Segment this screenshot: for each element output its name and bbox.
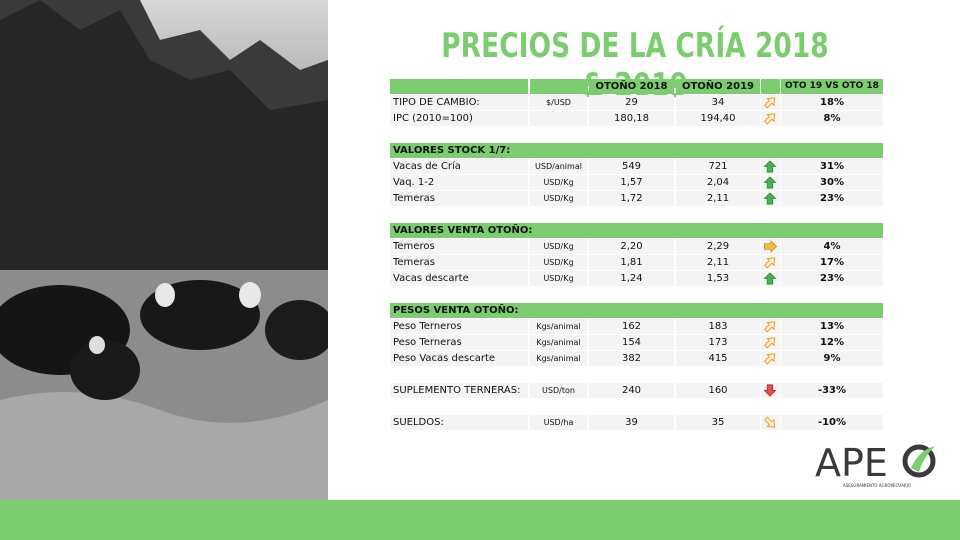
value-2019: 183 bbox=[676, 319, 760, 334]
section-title: PESOS VENTA OTOÑO: bbox=[390, 303, 883, 318]
header-cell bbox=[530, 79, 587, 94]
row-label: Vaq. 1-2 bbox=[390, 175, 528, 190]
change: 13% bbox=[781, 319, 883, 334]
row-label: SUELDOS: bbox=[390, 415, 528, 430]
value-2019: 721 bbox=[676, 159, 760, 174]
column-header: OTOÑO 2018 bbox=[589, 79, 674, 94]
unit: USD/ton bbox=[530, 383, 587, 398]
logo: APE ASESORAMIENTO AGROPECUARIO bbox=[815, 441, 936, 488]
value-2018: 154 bbox=[589, 335, 674, 350]
value-2019: 2,11 bbox=[676, 255, 760, 270]
trend-icon bbox=[761, 95, 780, 110]
change: 31% bbox=[781, 159, 883, 174]
logo-name: APE bbox=[815, 441, 888, 485]
value-2018: 1,81 bbox=[589, 255, 674, 270]
row-label: Temeras bbox=[390, 191, 528, 206]
value-2019: 35 bbox=[676, 415, 760, 430]
change: 4% bbox=[781, 239, 883, 254]
value-2019: 160 bbox=[676, 383, 760, 398]
value-2019: 2,04 bbox=[676, 175, 760, 190]
change: -10% bbox=[781, 415, 883, 430]
value-2018: 29 bbox=[589, 95, 674, 110]
photo bbox=[0, 0, 328, 500]
change: 23% bbox=[781, 271, 883, 286]
value-2018: 549 bbox=[589, 159, 674, 174]
column-header: OTOÑO 2019 bbox=[676, 79, 760, 94]
change: 18% bbox=[781, 95, 883, 110]
change: 9% bbox=[781, 351, 883, 366]
row-label: Peso Vacas descarte bbox=[390, 351, 528, 366]
value-2018: 162 bbox=[589, 319, 674, 334]
row-label: TIPO DE CAMBIO: bbox=[390, 95, 528, 110]
value-2018: 382 bbox=[589, 351, 674, 366]
footer-band bbox=[0, 500, 960, 540]
value-2018: 240 bbox=[589, 383, 674, 398]
row-label: Peso Terneras bbox=[390, 335, 528, 350]
section-title: VALORES STOCK 1/7: bbox=[390, 143, 883, 158]
value-2019: 1,53 bbox=[676, 271, 760, 286]
unit: USD/animal bbox=[530, 159, 587, 174]
unit: USD/Kg bbox=[530, 191, 587, 206]
unit: USD/ha bbox=[530, 415, 587, 430]
trend-icon bbox=[761, 351, 780, 366]
change: 8% bbox=[781, 111, 883, 126]
value-2019: 173 bbox=[676, 335, 760, 350]
value-2019: 415 bbox=[676, 351, 760, 366]
unit: $/USD bbox=[530, 95, 587, 110]
value-2018: 39 bbox=[589, 415, 674, 430]
trend-icon bbox=[761, 383, 780, 398]
value-2018: 1,72 bbox=[589, 191, 674, 206]
value-2018: 180,18 bbox=[589, 111, 674, 126]
change: 17% bbox=[781, 255, 883, 270]
trend-icon bbox=[761, 255, 780, 270]
trend-icon bbox=[761, 319, 780, 334]
column-header: OTO 19 VS OTO 18 bbox=[781, 79, 883, 94]
change: 12% bbox=[781, 335, 883, 350]
row-label: Peso Terneros bbox=[390, 319, 528, 334]
value-2019: 2,11 bbox=[676, 191, 760, 206]
value-2019: 2,29 bbox=[676, 239, 760, 254]
row-label: Temeras bbox=[390, 255, 528, 270]
row-label: SUPLEMENTO TERNERAS: bbox=[390, 383, 528, 398]
value-2018: 1,24 bbox=[589, 271, 674, 286]
row-label: Vacas de Cría bbox=[390, 159, 528, 174]
unit: USD/Kg bbox=[530, 175, 587, 190]
unit: USD/Kg bbox=[530, 271, 587, 286]
value-2019: 34 bbox=[676, 95, 760, 110]
logo-tagline: ASESORAMIENTO AGROPECUARIO bbox=[843, 483, 911, 488]
trend-icon bbox=[761, 335, 780, 350]
value-2018: 1,57 bbox=[589, 175, 674, 190]
trend-icon bbox=[761, 111, 780, 126]
change: 30% bbox=[781, 175, 883, 190]
title: PRECIOS DE LA CRÍA 2018 & 2019 bbox=[441, 26, 829, 106]
trend-icon bbox=[761, 159, 780, 174]
header-cell bbox=[761, 79, 780, 94]
trend-icon bbox=[761, 239, 780, 254]
trend-icon bbox=[761, 175, 780, 190]
value-2018: 2,20 bbox=[589, 239, 674, 254]
unit: Kgs/animal bbox=[530, 335, 587, 350]
unit: USD/Kg bbox=[530, 255, 587, 270]
row-label: IPC (2010=100) bbox=[390, 111, 528, 126]
change: 23% bbox=[781, 191, 883, 206]
section-title: VALORES VENTA OTOÑO: bbox=[390, 223, 883, 238]
value-2019: 194,40 bbox=[676, 111, 760, 126]
unit bbox=[530, 111, 587, 126]
unit: Kgs/animal bbox=[530, 351, 587, 366]
trend-icon bbox=[761, 191, 780, 206]
unit: USD/Kg bbox=[530, 239, 587, 254]
unit: Kgs/animal bbox=[530, 319, 587, 334]
header-cell bbox=[390, 79, 528, 94]
row-label: Temeros bbox=[390, 239, 528, 254]
change: -33% bbox=[781, 383, 883, 398]
trend-icon bbox=[761, 415, 780, 430]
trend-icon bbox=[761, 271, 780, 286]
row-label: Vacas descarte bbox=[390, 271, 528, 286]
